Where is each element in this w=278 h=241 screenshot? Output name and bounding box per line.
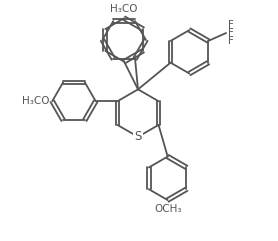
Text: H₃CO: H₃CO bbox=[110, 4, 138, 14]
Text: F: F bbox=[228, 36, 234, 46]
Text: F: F bbox=[228, 20, 234, 30]
Bar bbox=[133, 132, 143, 141]
Text: H₃CO: H₃CO bbox=[22, 96, 49, 106]
Text: F: F bbox=[228, 28, 234, 38]
Text: OCH₃: OCH₃ bbox=[154, 204, 182, 214]
Text: S: S bbox=[134, 130, 142, 143]
